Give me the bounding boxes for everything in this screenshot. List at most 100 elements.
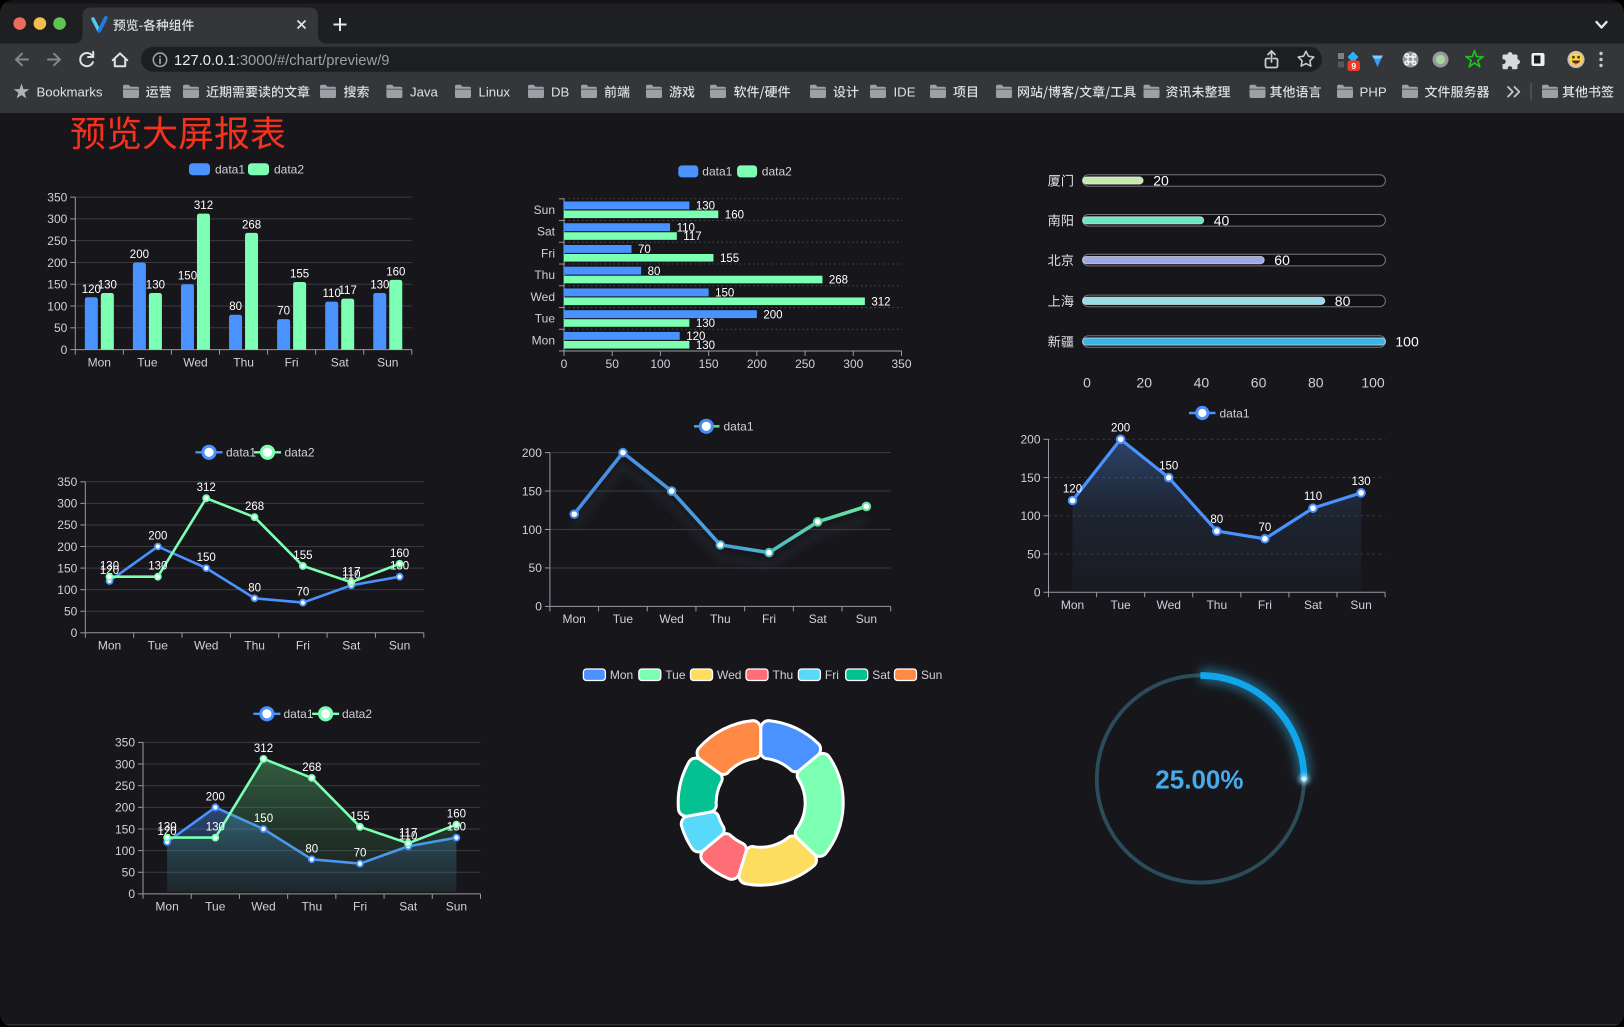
svg-text:130: 130 bbox=[146, 280, 165, 292]
svg-text:160: 160 bbox=[390, 548, 409, 560]
svg-text:50: 50 bbox=[529, 561, 543, 575]
svg-text:350: 350 bbox=[57, 475, 77, 489]
svg-text:268: 268 bbox=[245, 501, 264, 513]
svg-text:130: 130 bbox=[1352, 476, 1371, 488]
svg-text:200: 200 bbox=[206, 791, 225, 803]
svg-text:Sun: Sun bbox=[921, 668, 942, 682]
svg-text:Thu: Thu bbox=[244, 639, 265, 653]
svg-text:250: 250 bbox=[57, 518, 77, 532]
svg-text:IDE: IDE bbox=[894, 84, 916, 99]
svg-text:250: 250 bbox=[795, 357, 815, 371]
svg-text:155: 155 bbox=[720, 253, 739, 265]
svg-text:312: 312 bbox=[871, 297, 890, 309]
svg-text:150: 150 bbox=[1020, 471, 1040, 485]
svg-text:80: 80 bbox=[1308, 374, 1324, 390]
svg-text:40: 40 bbox=[1194, 374, 1210, 390]
svg-text:100: 100 bbox=[650, 357, 670, 371]
svg-text:Mon: Mon bbox=[1061, 598, 1084, 612]
svg-text:Sat: Sat bbox=[399, 900, 418, 914]
svg-text:150: 150 bbox=[522, 484, 542, 498]
svg-text:Sat: Sat bbox=[331, 355, 350, 369]
svg-text:Thu: Thu bbox=[773, 668, 794, 682]
svg-text:100: 100 bbox=[522, 523, 542, 537]
svg-text:50: 50 bbox=[606, 357, 620, 371]
svg-text:70: 70 bbox=[297, 587, 310, 599]
svg-text:130: 130 bbox=[100, 561, 119, 573]
svg-text:Sat: Sat bbox=[537, 225, 556, 239]
svg-text:data2: data2 bbox=[285, 446, 315, 460]
svg-text:100: 100 bbox=[1395, 334, 1419, 350]
svg-text:268: 268 bbox=[302, 762, 321, 774]
svg-text:data1: data1 bbox=[702, 165, 732, 179]
svg-text:40: 40 bbox=[1214, 212, 1230, 228]
svg-text:Thu: Thu bbox=[301, 900, 322, 914]
svg-text:80: 80 bbox=[305, 843, 318, 855]
svg-text:Tue: Tue bbox=[613, 612, 634, 626]
svg-text:350: 350 bbox=[115, 736, 135, 750]
svg-text:80: 80 bbox=[229, 301, 242, 313]
svg-text:200: 200 bbox=[763, 309, 782, 321]
svg-text:Wed: Wed bbox=[251, 900, 275, 914]
svg-text:70: 70 bbox=[354, 848, 367, 860]
svg-text:9: 9 bbox=[1351, 61, 1356, 71]
svg-text:120: 120 bbox=[158, 826, 177, 838]
svg-text:150: 150 bbox=[699, 357, 719, 371]
svg-text:100: 100 bbox=[115, 844, 135, 858]
svg-text:250: 250 bbox=[47, 234, 67, 248]
svg-text:117: 117 bbox=[683, 231, 701, 243]
svg-text:312: 312 bbox=[194, 200, 213, 212]
svg-text:Fri: Fri bbox=[353, 900, 367, 914]
svg-text:200: 200 bbox=[115, 801, 135, 815]
svg-text:data1: data1 bbox=[284, 707, 314, 721]
svg-text:120: 120 bbox=[1063, 484, 1082, 496]
svg-text:Wed: Wed bbox=[717, 668, 741, 682]
svg-text:Bookmarks: Bookmarks bbox=[37, 84, 103, 99]
svg-text:Tue: Tue bbox=[137, 355, 158, 369]
svg-text:80: 80 bbox=[248, 582, 261, 594]
svg-text:0: 0 bbox=[535, 600, 542, 614]
svg-text:0: 0 bbox=[61, 343, 68, 357]
svg-text:300: 300 bbox=[57, 497, 77, 511]
svg-text:Tue: Tue bbox=[1110, 598, 1131, 612]
svg-text:70: 70 bbox=[1259, 522, 1272, 534]
svg-text:Mon: Mon bbox=[610, 668, 633, 682]
svg-text:200: 200 bbox=[57, 540, 77, 554]
svg-text:80: 80 bbox=[648, 266, 661, 278]
svg-text:Sat: Sat bbox=[872, 668, 891, 682]
svg-text:120: 120 bbox=[100, 565, 119, 577]
svg-text:Fri: Fri bbox=[762, 612, 776, 626]
svg-text:70: 70 bbox=[277, 306, 290, 318]
svg-text:110: 110 bbox=[677, 222, 695, 234]
svg-text:100: 100 bbox=[57, 583, 77, 597]
svg-text:Tue: Tue bbox=[148, 639, 169, 653]
svg-text:350: 350 bbox=[891, 357, 911, 371]
svg-text:Sun: Sun bbox=[377, 355, 398, 369]
svg-text:200: 200 bbox=[148, 531, 167, 543]
svg-text:0: 0 bbox=[1083, 374, 1091, 390]
svg-text:120: 120 bbox=[686, 331, 705, 343]
svg-text:Mon: Mon bbox=[563, 612, 586, 626]
svg-text:250: 250 bbox=[115, 779, 135, 793]
svg-text:Sun: Sun bbox=[1350, 598, 1371, 612]
svg-text:200: 200 bbox=[1020, 433, 1040, 447]
svg-text:Tue: Tue bbox=[535, 312, 556, 326]
svg-text:Thu: Thu bbox=[710, 612, 731, 626]
svg-text:Fri: Fri bbox=[541, 247, 555, 261]
svg-text:PHP: PHP bbox=[1360, 84, 1387, 99]
svg-text:130: 130 bbox=[148, 561, 167, 573]
svg-text:20: 20 bbox=[1136, 374, 1152, 390]
svg-text:Tue: Tue bbox=[665, 668, 686, 682]
svg-text:Sat: Sat bbox=[809, 612, 828, 626]
svg-text:DB: DB bbox=[551, 84, 570, 99]
svg-text:130: 130 bbox=[206, 822, 225, 834]
svg-text:300: 300 bbox=[115, 757, 135, 771]
svg-text:Sun: Sun bbox=[389, 639, 410, 653]
svg-text:130: 130 bbox=[158, 822, 177, 834]
svg-text:50: 50 bbox=[54, 321, 68, 335]
svg-text:Mon: Mon bbox=[98, 639, 121, 653]
svg-text:117: 117 bbox=[339, 285, 357, 297]
svg-text:Wed: Wed bbox=[531, 290, 555, 304]
svg-text:Sun: Sun bbox=[446, 900, 467, 914]
svg-text:0: 0 bbox=[128, 887, 135, 901]
svg-text:50: 50 bbox=[1027, 547, 1041, 561]
